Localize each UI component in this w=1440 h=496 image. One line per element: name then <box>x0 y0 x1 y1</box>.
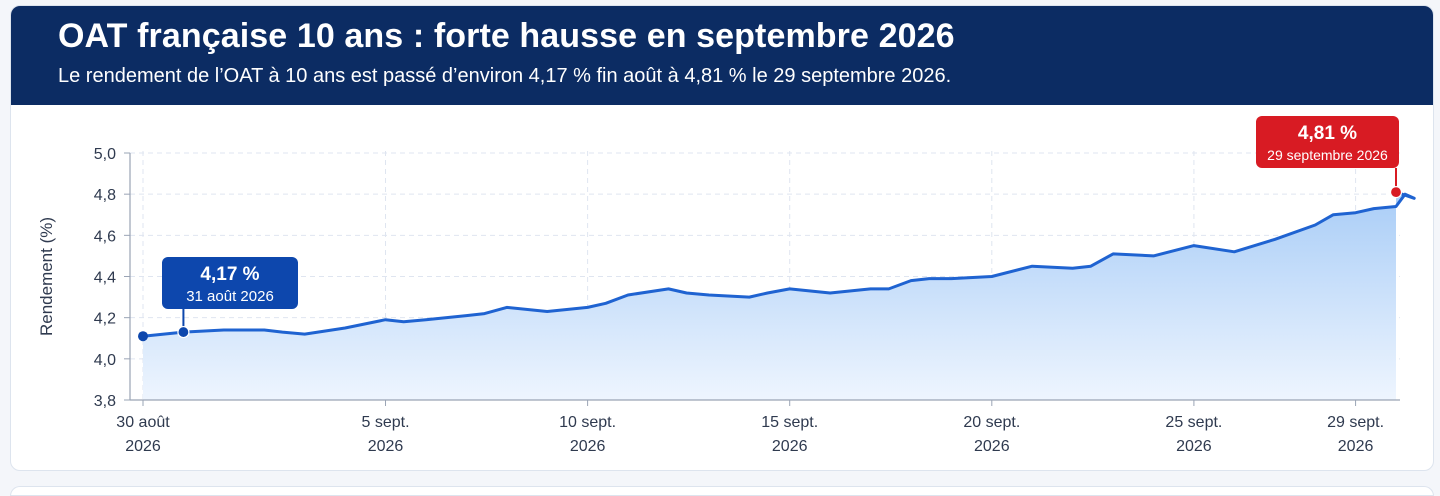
page-title: OAT française 10 ans : forte hausse en s… <box>58 17 955 55</box>
y-tick-label: 3,8 <box>94 393 116 410</box>
x-tick-label: 5 sept. <box>362 414 410 431</box>
y-axis-label: Rendement (%) <box>37 217 56 336</box>
x-tick-label-year: 2026 <box>974 438 1010 455</box>
x-tick-label-year: 2026 <box>570 438 606 455</box>
x-tick-label: 20 sept. <box>963 414 1020 431</box>
x-tick-label-year: 2026 <box>1338 438 1374 455</box>
area-path <box>143 192 1415 400</box>
x-tick-label: 25 sept. <box>1165 414 1222 431</box>
callout-date: 29 septembre 2026 <box>1267 147 1388 163</box>
series-line <box>138 190 1416 342</box>
callout-value: 4,17 % <box>200 264 259 285</box>
y-tick-label: 4,2 <box>94 311 116 328</box>
start-callout: 4,17 % 31 août 2026 <box>162 257 298 339</box>
y-tick-label: 4,0 <box>94 352 116 369</box>
x-tick-label: 30 août <box>116 414 170 431</box>
y-tick-label: 4,4 <box>94 270 116 287</box>
callout-box <box>1256 116 1399 168</box>
x-tick-label: 29 sept. <box>1327 414 1384 431</box>
end-callout: 4,81 % 29 septembre 2026 <box>1256 116 1403 199</box>
y-tick-label: 4,6 <box>94 228 116 245</box>
axes: 3,8 4,0 4,2 4,4 4,6 4,8 5,0 30 août 2026 5 sept. 2… <box>94 146 1400 455</box>
callout-date: 31 août 2026 <box>186 288 274 305</box>
next-panel-edge <box>10 486 1434 496</box>
page-subtitle: Le rendement de l’OAT à 10 ans est passé… <box>58 65 952 87</box>
x-tick-label-year: 2026 <box>772 438 808 455</box>
series-start-point <box>138 331 148 342</box>
x-tick-label-year: 2026 <box>125 438 161 455</box>
x-tick-label-year: 2026 <box>1176 438 1212 455</box>
header-banner: OAT française 10 ans : forte hausse en s… <box>11 6 1433 105</box>
line-path <box>141 190 1416 338</box>
y-tick-label: 4,8 <box>94 187 116 204</box>
callout-value: 4,81 % <box>1298 123 1357 144</box>
area-fill <box>143 192 1415 400</box>
annotations: 4,17 % 31 août 2026 4,81 % 29 septembre 202… <box>162 116 1403 339</box>
x-tick-label-year: 2026 <box>368 438 404 455</box>
y-tick-label: 5,0 <box>94 146 116 163</box>
callout-point <box>1389 186 1403 199</box>
x-tick-label: 15 sept. <box>761 414 818 431</box>
callout-box <box>162 257 298 309</box>
x-tick-label: 10 sept. <box>559 414 616 431</box>
callout-point <box>177 325 190 339</box>
